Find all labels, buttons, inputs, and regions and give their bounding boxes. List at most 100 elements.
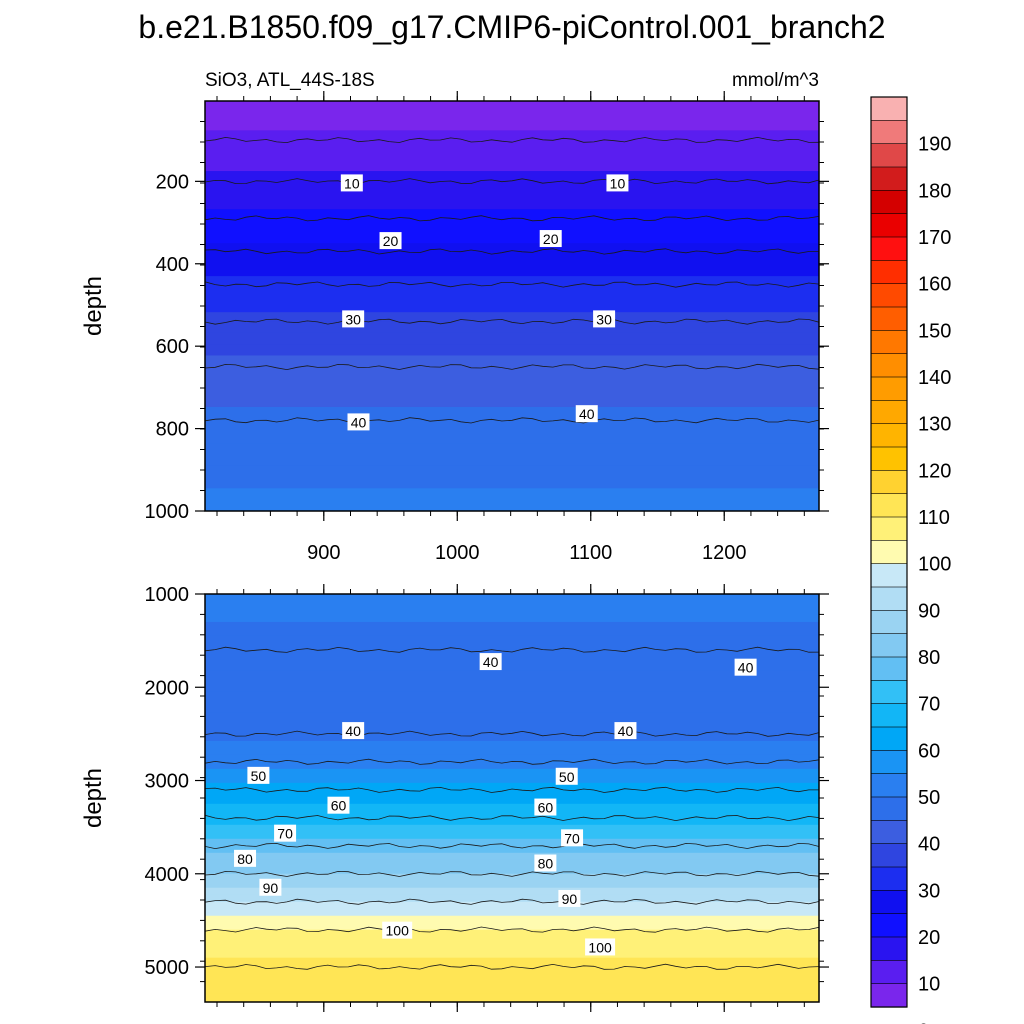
- panel-bottom-contour-label: 40: [614, 722, 637, 740]
- svg-text:100: 100: [386, 923, 410, 939]
- colorbar: 1901801701601501401301201101009080706050…: [870, 96, 951, 1024]
- colorbar-swatch: [870, 493, 908, 518]
- colorbar-swatch: [870, 446, 908, 471]
- svg-text:30: 30: [596, 311, 612, 327]
- panel-top-band: [205, 332, 819, 345]
- svg-text:60: 60: [538, 800, 554, 816]
- panel-top-contour-line: [205, 281, 819, 288]
- colorbar-swatch: [870, 773, 908, 798]
- panel-bottom-ytick-label: 3000: [145, 771, 190, 793]
- panel-top-ytick-label: 800: [156, 419, 189, 441]
- colorbar-label: 10: [918, 974, 940, 996]
- colorbar-swatch: [870, 190, 908, 215]
- panel-top-band: [205, 226, 819, 236]
- panel-bottom-band: [205, 984, 819, 994]
- panel-bottom: 40 40 40 40 50 50 60 60 70 70 80 80 90 90 100 100 1000 2…: [80, 584, 829, 1012]
- panel-bottom-band: [205, 747, 819, 756]
- panel-bottom-band: [205, 607, 819, 623]
- panel-top-contour-label: 30: [593, 310, 616, 328]
- colorbar-swatch: [870, 166, 908, 191]
- panel-top-band: [205, 393, 819, 408]
- panel-top-xtick-label: 900: [307, 542, 340, 564]
- panel-top-band: [205, 380, 819, 395]
- panel-top-band: [205, 443, 819, 467]
- colorbar-label: 60: [918, 740, 940, 762]
- colorbar-swatch: [870, 610, 908, 635]
- colorbar-swatch: [870, 680, 908, 705]
- panel-top-contour-label: 10: [606, 174, 629, 192]
- panel-bottom-contour-label: 80: [234, 849, 257, 867]
- panel-bottom-band: [205, 859, 819, 868]
- panel-bottom-contour-line: [205, 758, 819, 765]
- colorbar-label: 20: [918, 927, 940, 949]
- panel-bottom-ylabel: depth: [80, 768, 107, 828]
- panel-top-band: [205, 171, 819, 182]
- colorbar-label: 70: [918, 694, 940, 716]
- panel-top-contour-label: 30: [342, 310, 365, 328]
- panel-bottom-band: [205, 803, 819, 812]
- panel-bottom-contour-line: [205, 786, 819, 793]
- colorbar-label: 110: [918, 507, 950, 529]
- panel-top-contour-line: [205, 417, 819, 424]
- panel-bottom-ytick-label: 1000: [145, 584, 190, 606]
- panel-top: 10 10 20 20 30 30 40 40 200 400 600 800 1000 900 1000…: [80, 91, 829, 564]
- colorbar-swatch: [870, 983, 908, 1008]
- panel-bottom-contour-line: [205, 926, 819, 933]
- colorbar-swatch: [870, 726, 908, 751]
- colorbar-label: 40: [918, 834, 940, 856]
- panel-bottom-band: [205, 922, 819, 931]
- panel-bottom-contour-label: 50: [555, 767, 578, 785]
- panel-top-band: [205, 181, 819, 192]
- panel-bottom-band: [205, 782, 819, 791]
- panel-bottom-band: [205, 887, 819, 896]
- colorbar-swatch: [870, 796, 908, 821]
- panel-bottom-band: [205, 789, 819, 798]
- panel-top-left-label: SiO3, ATL_44S-18S: [205, 70, 375, 91]
- panel-bottom-contour-label: 70: [274, 824, 297, 842]
- panel-bottom-band: [205, 775, 819, 784]
- panel-bottom-contour-label: 40: [479, 653, 502, 671]
- panel-bottom-contour-label: 80: [534, 854, 557, 872]
- panel-top-ytick-label: 1000: [145, 501, 190, 523]
- panel-bottom-ticks: 1000 2000 3000 4000 5000: [145, 584, 829, 1012]
- panel-bottom-band: [205, 796, 819, 805]
- panel-bottom-band: [205, 880, 819, 889]
- svg-text:40: 40: [618, 723, 634, 739]
- colorbar-label: 180: [918, 180, 951, 202]
- panel-bottom-contour-label: 90: [558, 889, 581, 907]
- panel-bottom-contour-line: [205, 646, 819, 653]
- colorbar-swatch: [870, 843, 908, 868]
- panel-top-band: [205, 160, 819, 172]
- panel-top-band: [205, 120, 819, 131]
- svg-text:90: 90: [263, 880, 279, 896]
- colorbar-swatch: [870, 96, 908, 121]
- panel-top-band: [205, 150, 819, 162]
- panel-top-band: [205, 302, 819, 313]
- panel-bottom-band: [205, 939, 819, 949]
- panel-bottom-band: [205, 831, 819, 840]
- panel-bottom-band: [205, 691, 819, 714]
- panel-bottom-contour-line: [205, 963, 819, 970]
- panel-bottom-band: [205, 594, 819, 609]
- colorbar-swatch: [870, 120, 908, 145]
- panel-top-band: [205, 130, 819, 141]
- panel-bottom-band: [205, 975, 819, 986]
- panel-top-contour-line: [205, 318, 819, 325]
- panel-top-ytick-label: 400: [156, 254, 189, 276]
- panel-top-ytick-label: 200: [156, 171, 189, 193]
- panel-bottom-band: [205, 957, 819, 968]
- colorbar-label: 90: [918, 600, 940, 622]
- panel-bottom-band: [205, 852, 819, 861]
- panel-bottom-ytick-label: 5000: [145, 957, 190, 979]
- colorbar-swatch: [870, 236, 908, 261]
- svg-text:100: 100: [588, 939, 612, 955]
- panel-top-contour-label: 20: [379, 232, 402, 250]
- panel-bottom-contour-line: [205, 814, 819, 822]
- colorbar-swatch: [870, 820, 908, 845]
- panel-bottom-contour-label: 50: [247, 766, 270, 784]
- panel-top-contour-line: [205, 215, 819, 222]
- colorbar-swatch: [870, 260, 908, 285]
- panel-top-band: [205, 366, 819, 381]
- panel-top-contour-line: [205, 248, 819, 255]
- colorbar-label: 50: [918, 787, 940, 809]
